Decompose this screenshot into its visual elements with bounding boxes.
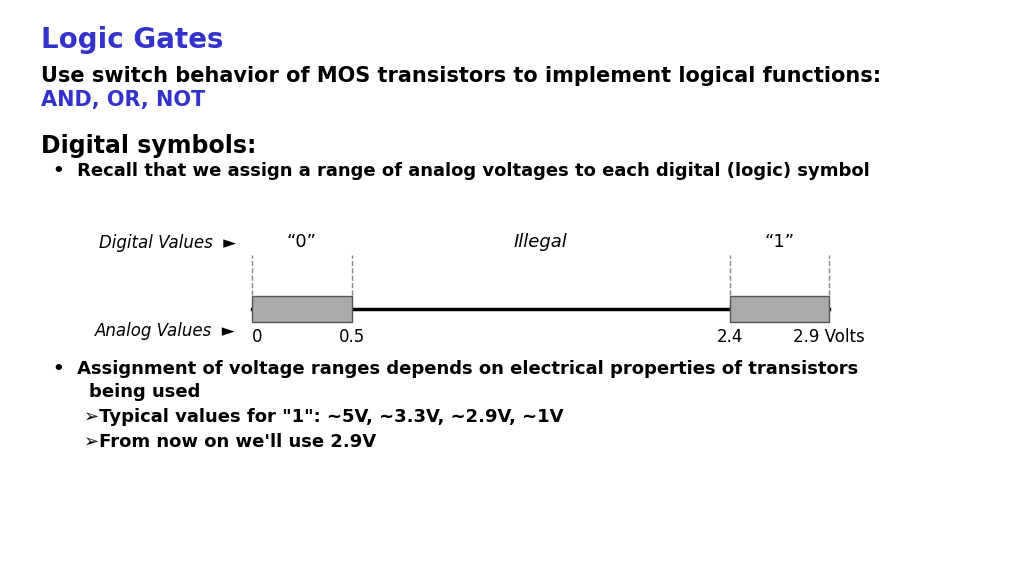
Text: ➢Typical values for "1": ~5V, ~3.3V, ~2.9V, ~1V: ➢Typical values for "1": ~5V, ~3.3V, ~2.… <box>84 408 563 426</box>
Text: 2.4: 2.4 <box>717 328 743 346</box>
Text: Logic Gates: Logic Gates <box>41 26 223 54</box>
Text: AND, OR, NOT: AND, OR, NOT <box>41 90 205 111</box>
Text: •  Recall that we assign a range of analog voltages to each digital (logic) symb: • Recall that we assign a range of analo… <box>53 162 870 180</box>
Text: Digital symbols:: Digital symbols: <box>41 134 256 158</box>
Bar <box>730 297 829 322</box>
Text: •  Assignment of voltage ranges depends on electrical properties of transistors: • Assignment of voltage ranges depends o… <box>53 360 858 378</box>
Text: 0.5: 0.5 <box>339 328 365 346</box>
Text: Use switch behavior of MOS transistors to implement logical functions:: Use switch behavior of MOS transistors t… <box>41 66 881 86</box>
Text: “0”: “0” <box>287 233 317 251</box>
Bar <box>252 297 351 322</box>
Text: 2.9 Volts: 2.9 Volts <box>794 328 865 346</box>
Text: “1”: “1” <box>765 233 795 251</box>
Text: Analog Values  ►: Analog Values ► <box>95 322 236 340</box>
Text: Digital Values  ►: Digital Values ► <box>98 234 236 252</box>
Text: ➢From now on we'll use 2.9V: ➢From now on we'll use 2.9V <box>84 433 376 451</box>
Text: 0: 0 <box>252 328 263 346</box>
Text: being used: being used <box>89 383 201 401</box>
Text: Illegal: Illegal <box>514 233 567 251</box>
